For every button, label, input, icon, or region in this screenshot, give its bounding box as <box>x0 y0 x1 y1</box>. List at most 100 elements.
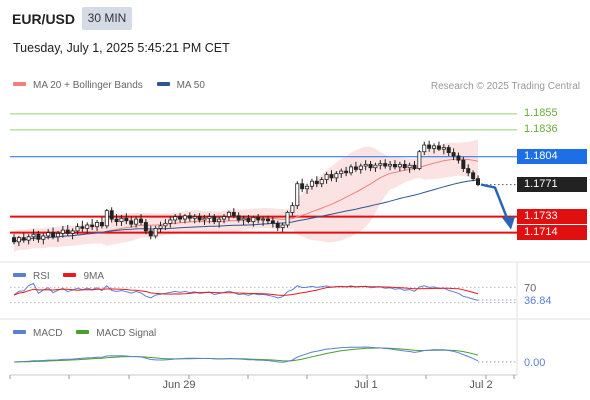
candle-body-down <box>231 211 236 217</box>
candle-body-up <box>261 218 266 221</box>
candle <box>60 225 65 238</box>
candle <box>456 152 461 164</box>
candle <box>446 145 451 156</box>
candle <box>402 160 407 171</box>
candle-body-up <box>388 163 393 167</box>
macd-level-label: 0.00 <box>524 357 545 369</box>
candle-body-up <box>85 224 90 229</box>
candle-body-down <box>475 178 480 185</box>
legend-item-macd: MACD <box>13 328 62 339</box>
candle-body-up <box>75 226 80 232</box>
candle-body-up <box>339 170 344 175</box>
candle <box>231 208 236 219</box>
candle <box>173 214 178 225</box>
candle-body-up <box>46 232 51 237</box>
candle-body-down <box>427 144 432 149</box>
macd-panel: 0.00 <box>13 346 545 369</box>
candle <box>75 223 80 235</box>
candle <box>334 171 339 183</box>
candle <box>305 183 310 194</box>
candle-body-up <box>104 210 109 227</box>
candle <box>436 141 441 151</box>
rsi-level-label-70: 70 <box>524 282 536 294</box>
candle <box>358 163 363 174</box>
candle <box>104 209 109 229</box>
candle <box>90 219 95 231</box>
candle-body-up <box>363 163 368 167</box>
x-tick-label: Jun 29 <box>162 379 195 391</box>
candle-body-down <box>446 147 451 153</box>
candle-body-down <box>99 222 104 227</box>
timeframe-badge[interactable]: 30 MIN <box>82 7 132 30</box>
candle <box>31 229 36 241</box>
candle-body-down <box>21 237 26 241</box>
candle <box>46 229 51 240</box>
candle <box>119 214 124 226</box>
candle-body-up <box>222 216 227 220</box>
macd-line <box>13 346 479 363</box>
candle-body-up <box>432 145 437 149</box>
candle <box>475 175 480 187</box>
candle <box>378 160 383 170</box>
level-label-1.1714: 1.1714 <box>517 225 587 241</box>
legend-item-macd-signal: MACD Signal <box>76 328 156 339</box>
candle-body-down <box>392 163 397 168</box>
candle <box>11 234 16 245</box>
candle-body-up <box>168 219 173 224</box>
candle-body-up <box>153 227 158 237</box>
candle-body-down <box>124 217 129 222</box>
candle-body-up <box>60 229 65 234</box>
candle-body-up <box>378 163 383 166</box>
candle-body-up <box>16 237 21 243</box>
candle-body-down <box>114 218 119 223</box>
legend-swatch-ma50 <box>156 82 170 87</box>
candle <box>285 210 290 228</box>
candle <box>197 213 202 223</box>
candle-body-up <box>192 216 197 219</box>
candle <box>368 161 373 172</box>
candle-body-up <box>202 217 207 221</box>
level-label-1.1804: 1.1804 <box>517 149 587 165</box>
legend-label-ma50: MA 50 <box>176 80 205 91</box>
candle-body-down <box>129 220 134 225</box>
candle <box>427 140 432 152</box>
candle <box>99 217 104 229</box>
candle <box>412 161 417 171</box>
candle-body-up <box>358 165 363 170</box>
candle-body-up <box>441 147 446 150</box>
legend-item-rsi: RSI <box>13 271 50 282</box>
legend-item-rsi-9ma: 9MA <box>63 271 104 282</box>
candle-body-down <box>402 163 407 169</box>
x-tick-label: Jul 1 <box>354 379 377 391</box>
candle <box>270 217 275 228</box>
candle <box>153 225 158 239</box>
candle-body-up <box>324 174 329 180</box>
legend-swatch-rsi <box>13 273 26 278</box>
candle-body-down <box>471 172 476 180</box>
candle-body-down <box>256 217 261 221</box>
candle-body-down <box>90 224 95 228</box>
candle <box>26 234 31 245</box>
candle <box>192 214 197 224</box>
candle <box>202 214 207 225</box>
candle <box>422 141 427 156</box>
candle <box>300 178 305 193</box>
level-label-1.1733: 1.1733 <box>517 209 587 225</box>
legend-swatch-macd <box>13 330 26 335</box>
forecast-arrow-head <box>502 216 515 230</box>
candle-body-up <box>31 233 36 238</box>
candle <box>21 232 26 243</box>
candle-body-up <box>295 183 300 207</box>
candle <box>16 235 21 247</box>
legend-swatch-ma20 <box>13 82 26 87</box>
candle <box>388 161 393 171</box>
level-label-1.1836: 1.1836 <box>524 123 558 136</box>
candle-body-up <box>309 180 314 187</box>
candle <box>55 230 60 242</box>
candle <box>129 216 134 228</box>
candle-body-down <box>300 183 305 190</box>
candle-body-down <box>329 174 334 179</box>
candle <box>212 214 217 225</box>
